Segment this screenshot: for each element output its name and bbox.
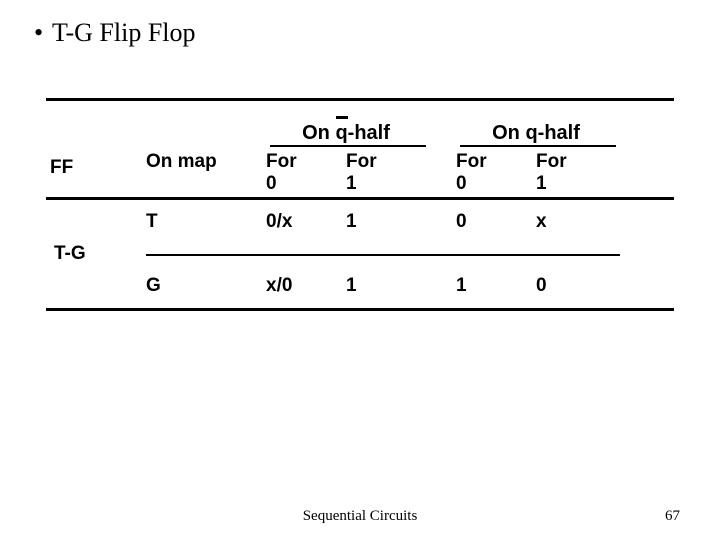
slide: •T-G Flip Flop On q-half On q-half	[0, 0, 720, 540]
q-overbar	[336, 116, 348, 119]
cell-g2-for0: 1	[456, 275, 536, 297]
cell-g2-for0: 0	[456, 211, 536, 233]
cell-g1-for0-text: x/0	[266, 275, 292, 296]
col-head-g1-for0: For0	[266, 151, 346, 195]
ff-label-text: T-G	[54, 243, 86, 264]
bullet-title: •T-G Flip Flop	[34, 18, 686, 48]
col-head-g2-for0: For0	[456, 151, 536, 195]
col-head-g1-for1: For1	[346, 151, 426, 195]
col-head-map-text: On map	[146, 151, 217, 172]
cell-g1-for1: 1	[346, 275, 426, 297]
rule-mid	[146, 254, 620, 256]
cell-g1-for1: 1	[346, 211, 426, 233]
cell-map: T	[146, 211, 266, 233]
cell-g2-for0-text: 1	[456, 275, 467, 296]
cell-g1-for0: x/0	[266, 275, 346, 297]
group-head-q-label: On q-half	[492, 122, 580, 144]
cell-g2-for1: 0	[536, 275, 616, 297]
cell-map-text: G	[146, 275, 161, 296]
col-head-ff-text: FF	[50, 157, 73, 178]
col-head-map: On map	[146, 151, 266, 173]
cell-g2-for1-text: x	[536, 211, 547, 232]
footer-title: Sequential Circuits	[303, 508, 418, 525]
bullet-text: T-G Flip Flop	[52, 18, 196, 47]
col-head-g2-for1: For1	[536, 151, 616, 195]
cell-g2-for1: x	[536, 211, 616, 233]
rule-bottom	[46, 308, 674, 311]
table-row: T 0/x 1 0 x	[46, 200, 674, 244]
cell-g2-for1-text: 0	[536, 275, 547, 296]
flip-flop-table: On q-half On q-half FF On map For0 For1 …	[46, 98, 674, 311]
group-head-qbar: On q-half	[266, 122, 426, 145]
cell-g1-for1-text: 1	[346, 275, 357, 296]
table-row: G x/0 1 1 0	[46, 264, 674, 308]
cell-g1-for0-text: 0/x	[266, 211, 292, 232]
ff-label-cell: T-G	[50, 243, 150, 265]
rule-under-group-left	[270, 145, 426, 147]
cell-g1-for1-text: 1	[346, 211, 357, 232]
group-head-q: On q-half	[456, 122, 616, 145]
cell-map: G	[146, 275, 266, 297]
header-row-cols: FF On map For0 For1 For0 For1	[46, 145, 674, 197]
cell-g2-for0-text: 0	[456, 211, 467, 232]
header-row-groups: On q-half On q-half	[46, 101, 674, 145]
rule-under-group-right	[460, 145, 616, 147]
group-head-qbar-label: On q-half	[302, 122, 390, 144]
cell-g1-for0: 0/x	[266, 211, 346, 233]
cell-map-text: T	[146, 211, 158, 232]
bullet-dot: •	[34, 18, 52, 48]
page-number: 67	[665, 508, 680, 525]
col-head-ff: FF	[46, 151, 146, 179]
